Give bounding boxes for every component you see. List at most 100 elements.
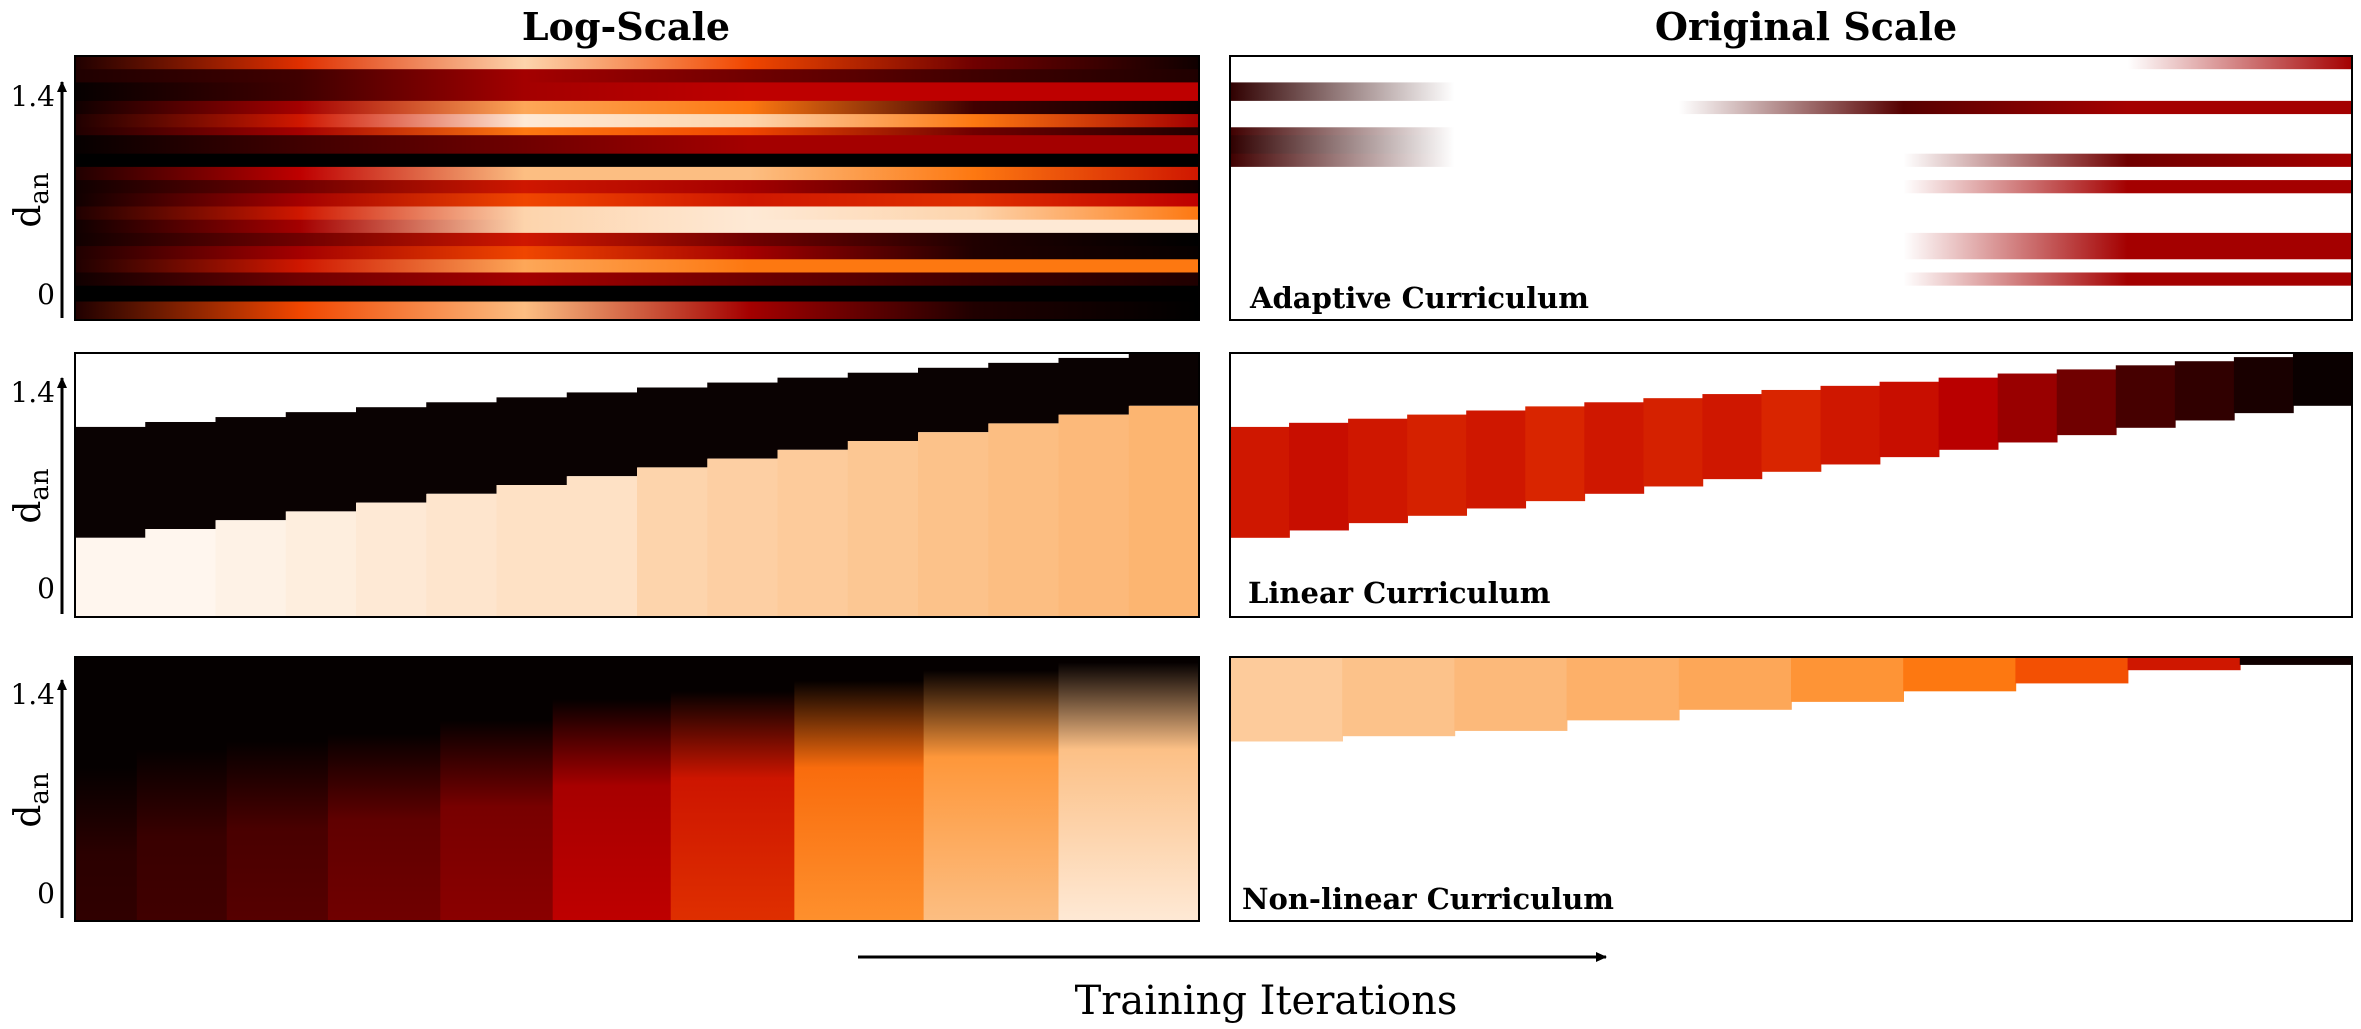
stage-column [1058,657,1199,921]
stage-band [2056,369,2117,436]
heatmap-stripe [1230,127,2352,136]
stage-column [440,657,554,921]
panel-frame [1229,352,2353,618]
stage-band [1761,389,1822,472]
stage-band-light [847,441,919,617]
panels: Adaptive Curriculum Linear Curriculum Non-… [74,55,2353,922]
stage-band [1466,410,1527,509]
stage-column [75,657,138,921]
stage-band-light [215,520,287,617]
stage-band-dark [1058,357,1130,415]
stage-column [552,657,672,921]
heatmap-stripe [75,82,1199,102]
y-axis-row-1: 1.4 0 dan [8,80,67,318]
stage-band-dark [637,387,709,468]
stage-band [1407,414,1468,516]
stage-band [1566,657,1680,721]
panel-nonlinear-original: Non-linear Curriculum [1229,656,2353,922]
panel-nonlinear-log [74,656,1200,922]
stage-band-dark [777,377,849,450]
stage-band [1454,657,1568,731]
heatmap-stripe [1230,219,2352,234]
stage-band [1342,657,1456,737]
stage-band-light [145,529,217,617]
stage-band-light [285,511,357,617]
panel-label-linear: Linear Curriculum [1248,576,1551,610]
stage-band-light [918,432,990,617]
stage-band-dark [285,412,357,512]
title-original-scale: Original Scale [1655,4,1957,49]
stage-band [2239,657,2352,665]
heatmap-stripe [1230,56,2352,70]
panel-frame [74,352,1200,618]
stage-band-dark [75,426,147,538]
stage-band-light [1128,405,1199,617]
heatmap-stripe [75,56,1199,70]
heatmap-stripe [1230,285,2352,303]
stage-column [327,657,442,921]
y-axis-label: dan [8,772,55,828]
heatmap-stripe [1230,180,2352,194]
heatmap-stripe [75,166,1199,181]
heatmap-stripe [1230,69,2352,83]
stage-band [1230,657,1343,742]
heatmap-stripe [75,135,1199,155]
heatmap-cells [75,657,1199,921]
heatmap-stripe [1230,153,2352,168]
heatmap-cells [1230,56,2352,320]
heatmap-stripe [75,219,1199,234]
stage-band-light [1058,414,1130,617]
stage-band-dark [145,421,217,529]
panel-label-nonlinear: Non-linear Curriculum [1242,882,1614,916]
stage-band [1997,373,2058,443]
stage-band-light [707,458,779,617]
y-tick-label: 0 [37,572,55,605]
stage-band [2015,657,2129,684]
heatmap-stripe [1230,259,2352,274]
stage-column [136,657,228,921]
heatmap-stripe [75,259,1199,274]
stage-band [2292,353,2352,406]
heatmap-stripe [1230,193,2352,208]
stage-band [1791,657,1904,702]
heatmap-stripe [75,232,1199,247]
heatmap-stripe [1230,246,2352,260]
stage-band-dark [215,417,287,521]
heatmap-stripe [1230,166,2352,181]
stage-band-dark [707,382,779,459]
panel-label-adaptive: Adaptive Curriculum [1249,281,1589,315]
y-tick-label: 1.4 [10,80,55,113]
stage-column [794,657,925,921]
stage-band-dark [356,407,428,503]
heatmap-stripe [75,180,1199,194]
heatmap-stripe [1230,114,2352,128]
stage-band [1584,402,1645,494]
heatmap-cells [75,353,1199,617]
stage-band-light [637,467,709,617]
title-log-scale: Log-Scale [522,4,730,49]
heatmap-stripe [1230,232,2352,247]
stage-band [2174,361,2235,421]
panel-frame [1229,656,2353,922]
heatmap-stripe [1230,272,2352,287]
stage-band-light [356,502,428,617]
heatmap-cells [75,56,1199,320]
heatmap-stripe [1230,82,2352,102]
panel-linear-log [74,352,1200,618]
heatmap-stripe [1230,301,2352,320]
panel-frame [74,656,1200,922]
heatmap-stripe [75,153,1199,168]
stage-band [1348,418,1408,524]
heatmap-stripe [75,301,1199,320]
stage-band-light [496,485,568,617]
stage-band-dark [566,392,638,477]
heatmap-stripe [75,69,1199,83]
heatmap-cells [1230,353,2352,617]
heatmap-stripe [75,272,1199,287]
stage-band [2115,365,2176,428]
stage-band-light [75,537,147,617]
y-axis-label: dan [8,468,55,524]
stage-band-dark [847,372,919,441]
stage-band [1230,426,1290,538]
